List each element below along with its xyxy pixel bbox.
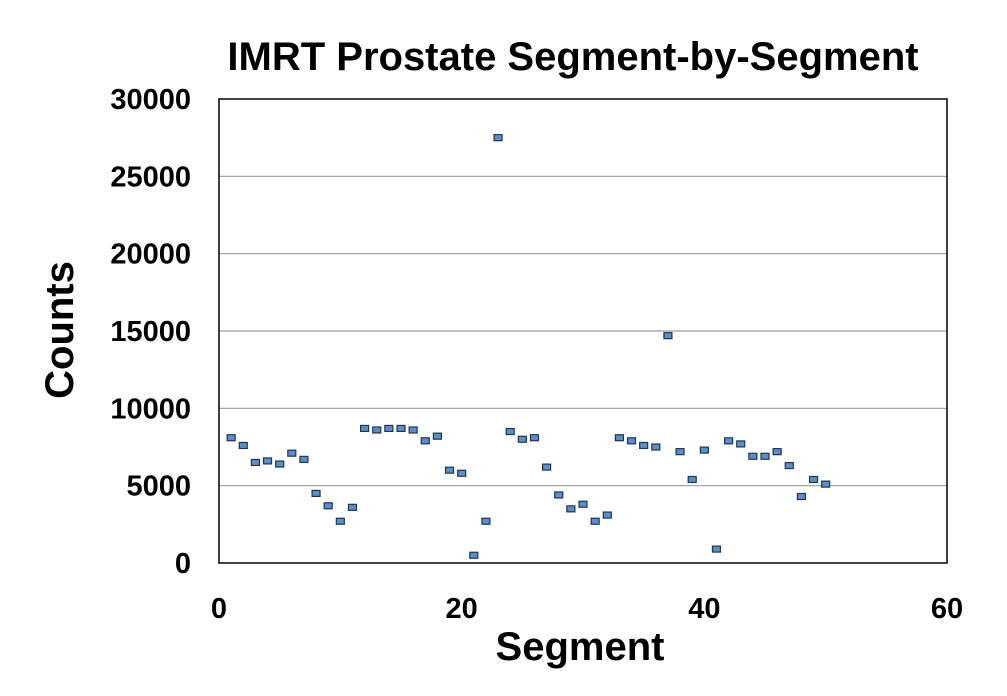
data-point [372,426,382,434]
data-point [517,435,527,443]
data-point [420,437,430,445]
data-point [723,437,734,445]
y-axis-ticks: 0 5000 10000 15000 20000 25000 30000 [110,84,191,580]
data-point [226,434,236,442]
data-point [554,491,564,499]
data-point [457,469,467,477]
data-point [808,475,819,484]
y-tick-label: 20000 [110,239,191,271]
data-point [505,427,515,436]
data-point [299,455,309,463]
data-point [481,517,491,525]
data-point [639,441,649,450]
data-point [396,424,406,433]
x-axis-ticks: 0 20 40 60 [211,593,963,625]
data-point [736,440,746,448]
data-point [469,551,479,559]
data-point [687,475,697,484]
data-point [311,489,321,497]
data-point [238,441,248,450]
data-point [432,432,442,440]
y-tick-label: 30000 [110,84,191,116]
data-point [821,480,831,488]
data-point [614,434,625,442]
data-point [784,461,794,470]
y-tick-label: 25000 [110,161,191,193]
y-tick-label: 5000 [126,471,191,503]
data-point [323,502,333,510]
data-point [335,517,345,525]
data-point [287,449,297,457]
data-point [590,517,600,525]
y-tick-label: 10000 [110,393,191,425]
data-point [651,443,661,451]
data-point [760,452,770,460]
data-point [541,463,552,471]
gridlines [219,175,947,487]
data-point [275,460,285,468]
data-point [444,466,455,474]
data-point [384,424,394,433]
data-point [347,503,358,511]
x-axis-label: Segment [496,625,665,669]
data-point [796,492,807,501]
y-tick-label: 0 [175,548,191,580]
data-point [675,448,685,456]
data-point [408,426,418,434]
data-point [360,424,370,433]
data-point [626,437,637,445]
plot-area [218,98,948,564]
data-point [529,434,540,442]
x-tick-label: 20 [446,593,478,625]
data-point [566,505,576,513]
data-point [602,511,612,519]
y-axis-label: Counts [38,261,82,399]
data-point [772,448,782,456]
data-point [493,134,503,142]
data-point [699,446,709,454]
data-point [748,452,758,460]
data-point [250,458,260,467]
x-tick-label: 60 [931,593,963,625]
y-tick-label: 15000 [110,316,191,348]
x-tick-label: 0 [211,593,227,625]
data-point [262,457,273,465]
x-tick-label: 40 [688,593,720,625]
data-points [226,134,831,559]
data-point [663,332,673,340]
data-point [711,545,722,553]
chart-title: IMRT Prostate Segment-by-Segment [227,35,918,79]
data-point [578,500,588,508]
